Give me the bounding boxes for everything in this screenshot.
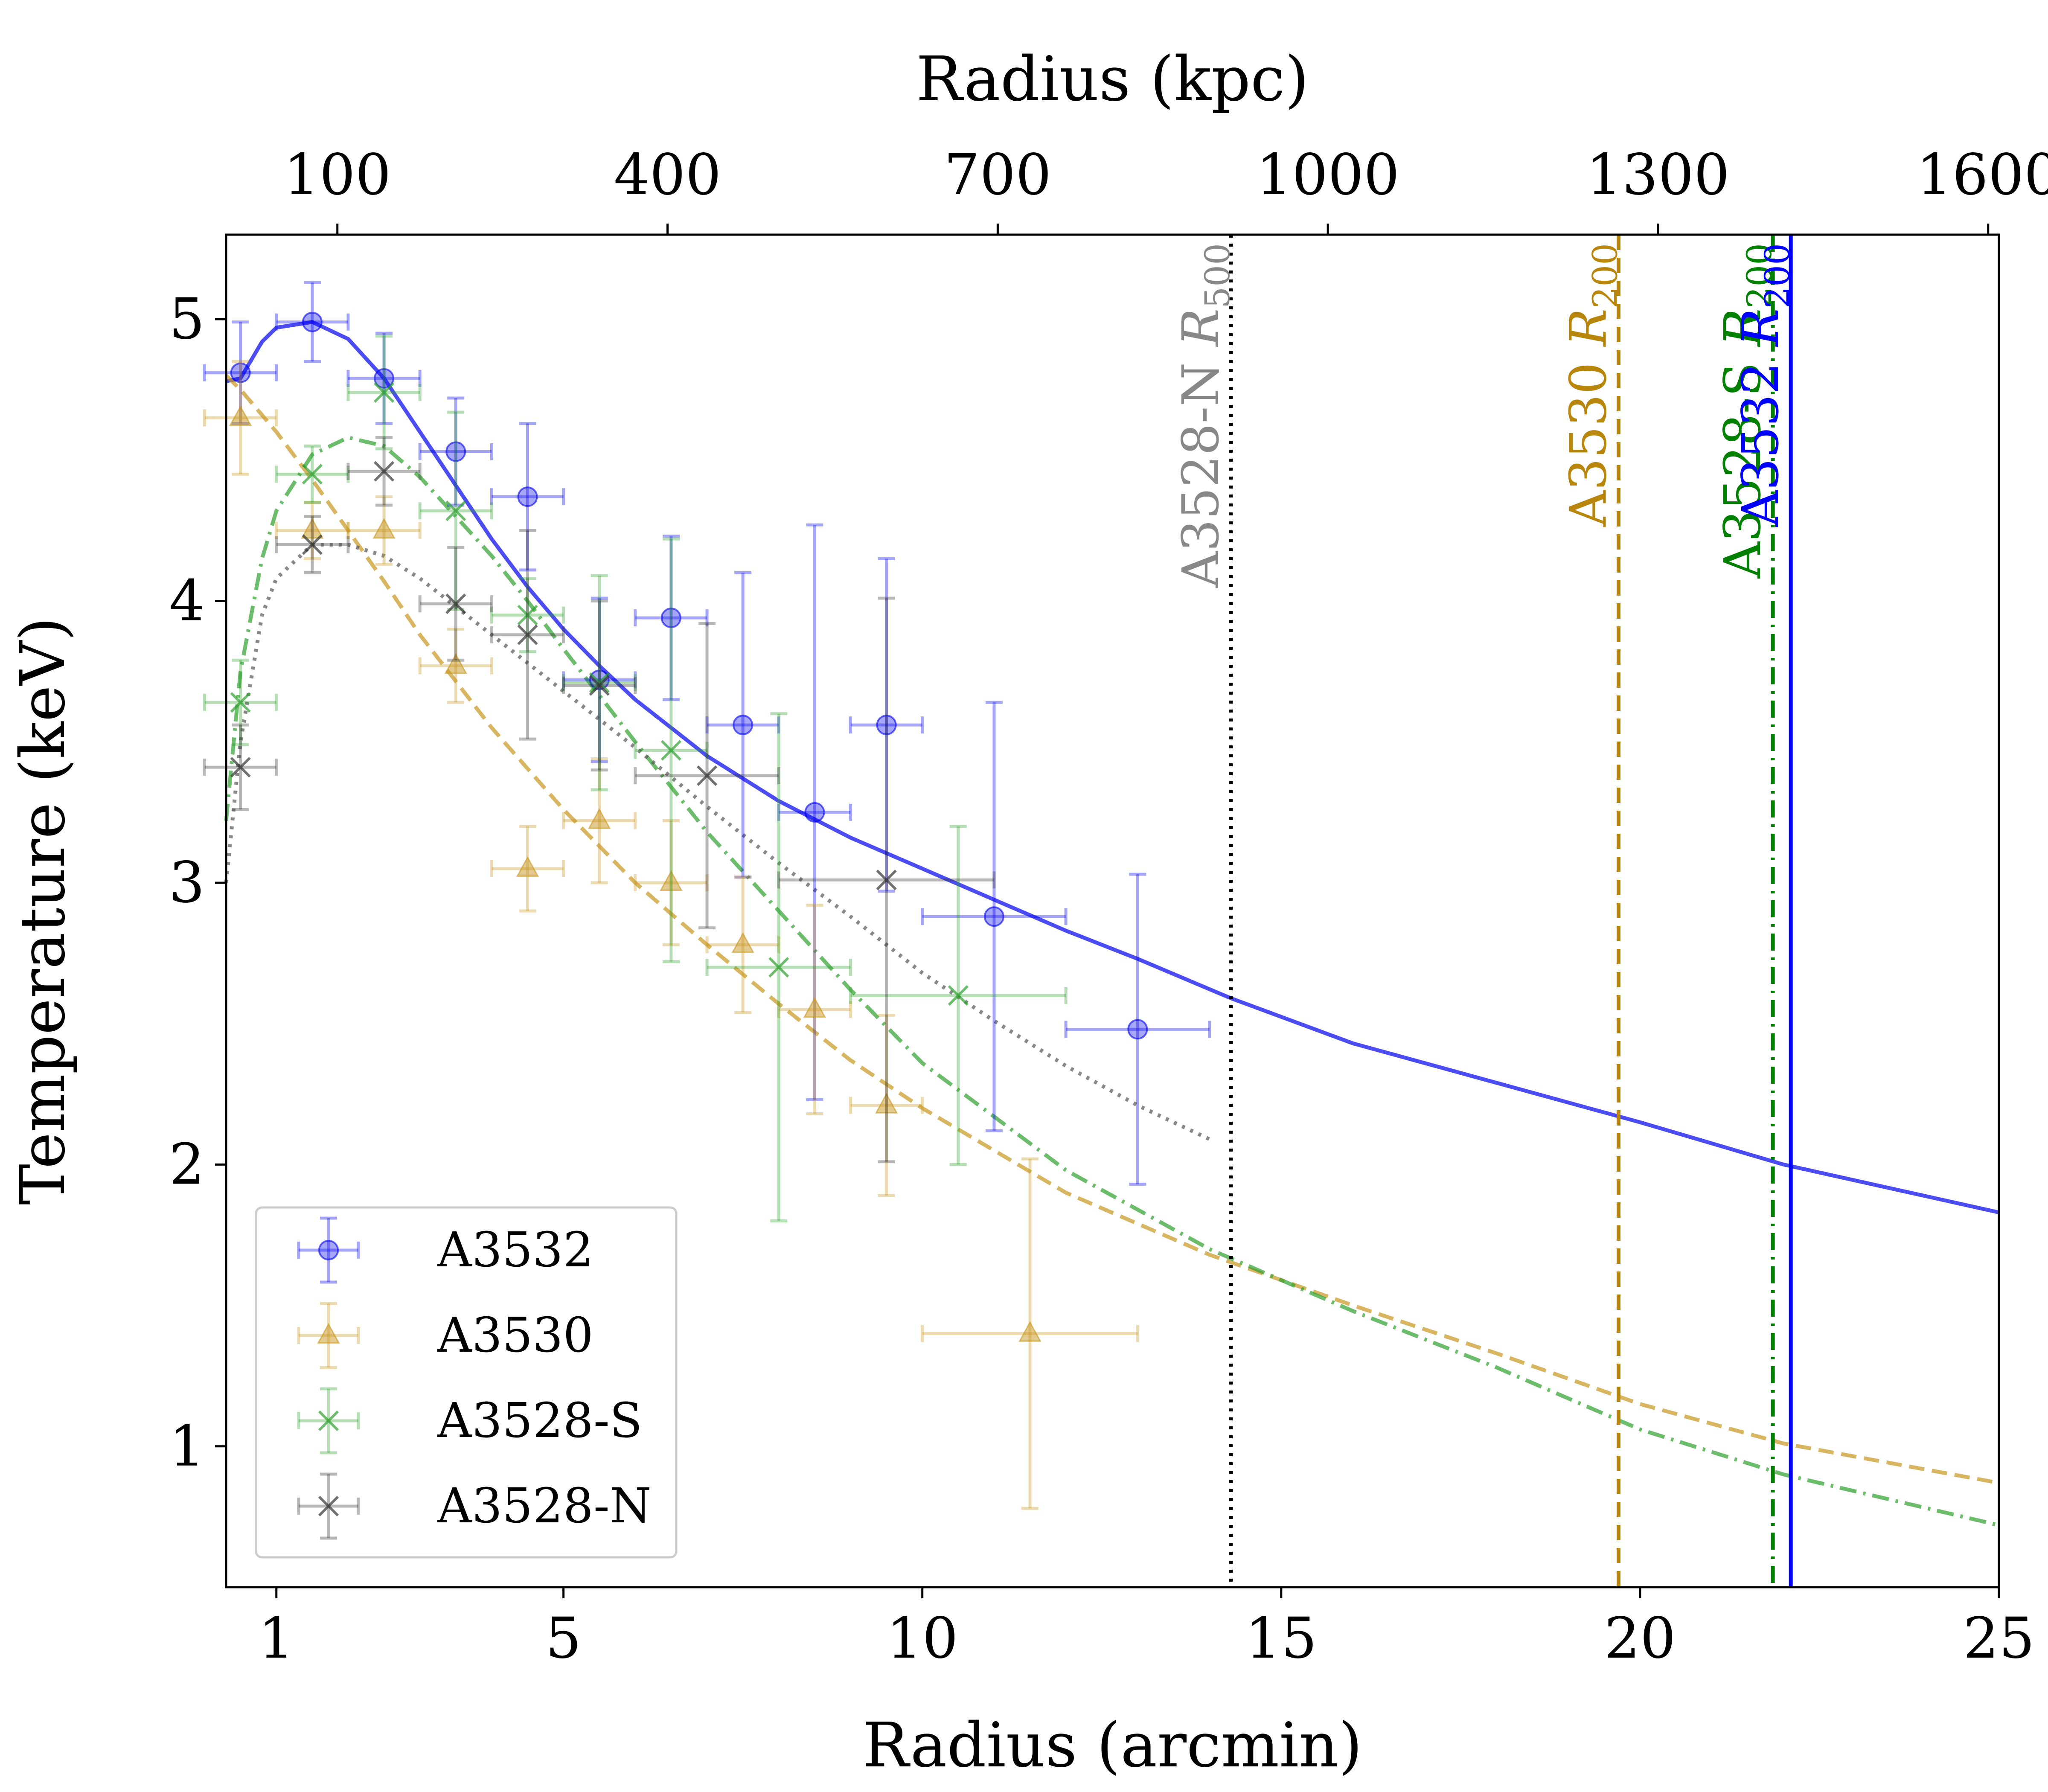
legend-label-a3530: A3530 — [437, 1308, 593, 1363]
fit-curve-a3530-fit — [224, 374, 1999, 1485]
point-a3528-n-0-marker — [230, 757, 251, 778]
legend-marker-a3530 — [317, 1323, 340, 1344]
legend-label-a3528-s: A3528-S — [437, 1393, 642, 1449]
point-a3530-5-marker — [588, 808, 611, 829]
point-a3528-s-1-marker — [302, 464, 323, 485]
top-x-axis-title: Radius (kpc) — [916, 43, 1309, 115]
point-a3528-s-3-marker — [445, 500, 466, 521]
legend-label-a3532: A3532 — [437, 1222, 593, 1278]
legend-marker-a3532 — [318, 1240, 339, 1260]
point-a3530-10-marker — [1018, 1321, 1041, 1342]
point-a3532-1-marker — [302, 311, 323, 332]
point-a3532-2-marker — [374, 368, 395, 389]
point-a3532-5-marker — [589, 669, 610, 690]
point-a3530-4-marker — [516, 856, 539, 877]
y-tick-label-1: 1 — [169, 1414, 205, 1479]
x-tick-label-25: 25 — [1963, 1606, 2035, 1671]
vline-label-a3530: A3530 R200 — [1559, 243, 1625, 527]
point-a3532-3-marker — [445, 441, 466, 462]
vline-label-a3532: A3532 R200 — [1731, 243, 1797, 527]
series-a3532 — [203, 281, 1211, 1186]
point-a3528-n-3-marker — [445, 593, 466, 614]
top-x-tick-label-1300: 1300 — [1586, 142, 1730, 208]
point-a3532-8-marker — [804, 802, 825, 823]
top-x-tick-label-1000: 1000 — [1256, 142, 1399, 208]
y-tick-label-2: 2 — [169, 1132, 205, 1197]
point-a3532-7-marker — [733, 715, 753, 736]
point-a3530-6-marker — [660, 870, 683, 891]
fit-curve-a3532-fit — [226, 320, 1999, 1214]
x-tick-label-15: 15 — [1245, 1606, 1317, 1671]
point-a3528-n-4-marker — [517, 624, 538, 645]
vline-label-a3528-n: A3528-N R500 — [1171, 243, 1237, 588]
point-a3528-s-4-marker — [517, 605, 538, 625]
x-tick-label-5: 5 — [546, 1606, 582, 1671]
top-x-tick-label-700: 700 — [944, 142, 1051, 208]
point-a3528-s-6-marker — [660, 740, 682, 761]
series-a3528-s — [203, 335, 1068, 1222]
y-tick-label-3: 3 — [169, 850, 205, 916]
y-tick-label-5: 5 — [169, 286, 205, 352]
point-a3530-1-marker — [301, 518, 324, 539]
point-a3530-3-marker — [444, 653, 468, 674]
point-a3528-s-8-marker — [948, 985, 969, 1006]
top-x-tick-label-100: 100 — [284, 142, 391, 208]
point-a3528-n-7-marker — [876, 870, 897, 890]
point-a3532-11-marker — [1127, 1019, 1148, 1040]
point-a3528-s-7-marker — [768, 957, 789, 978]
point-a3528-s-5-marker — [589, 672, 610, 693]
point-a3530-0-marker — [229, 405, 252, 426]
y-tick-label-4: 4 — [169, 568, 205, 634]
top-x-tick-label-1600: 1600 — [1917, 142, 2048, 208]
plot-frame — [225, 233, 2000, 1588]
point-a3528-s-0-marker — [230, 692, 251, 713]
legend: A3532 A3530 A3528-S A3528-N — [255, 1206, 678, 1559]
series-a3528-n — [203, 436, 996, 1164]
point-a3528-n-6-marker — [696, 765, 718, 786]
top-x-tick-label-400: 400 — [614, 142, 721, 208]
x-tick-label-20: 20 — [1604, 1606, 1676, 1671]
legend-label-a3528-n: A3528-N — [437, 1478, 652, 1534]
point-a3530-2-marker — [372, 518, 396, 539]
x-tick-label-10: 10 — [887, 1606, 958, 1671]
point-a3532-9-marker — [876, 715, 897, 736]
y-axis-title: Temperature (keV) — [7, 617, 79, 1205]
fit-curve-a3528-s-fit — [224, 435, 2000, 1527]
point-a3530-7-marker — [731, 932, 754, 953]
point-a3532-10-marker — [983, 906, 1004, 927]
radius-marker-lines: A3528-N R500 A3530 R200 A3528-S R200A3532 … — [1171, 235, 1797, 1587]
vline-label-a3528-s: A3528-S R200 — [1713, 243, 1779, 579]
x-tick-label-1: 1 — [259, 1606, 294, 1671]
point-a3532-6-marker — [660, 608, 681, 628]
point-a3528-n-5-marker — [589, 675, 610, 696]
point-a3530-8-marker — [803, 997, 826, 1018]
legend-marker-a3528-n — [318, 1495, 339, 1517]
point-a3528-s-2-marker — [373, 382, 395, 403]
point-a3532-0-marker — [230, 362, 251, 383]
data-points — [203, 281, 1211, 1510]
point-a3528-n-2-marker — [373, 461, 395, 482]
fit-curves — [224, 320, 2000, 1527]
series-a3530 — [203, 360, 1139, 1510]
legend-marker-a3528-s — [318, 1410, 339, 1431]
legend-box — [255, 1206, 678, 1559]
point-a3530-9-marker — [875, 1093, 898, 1114]
x-axis-title: Radius (arcmin) — [863, 1709, 1362, 1781]
point-a3528-n-1-marker — [302, 534, 323, 555]
point-a3532-4-marker — [517, 486, 538, 507]
